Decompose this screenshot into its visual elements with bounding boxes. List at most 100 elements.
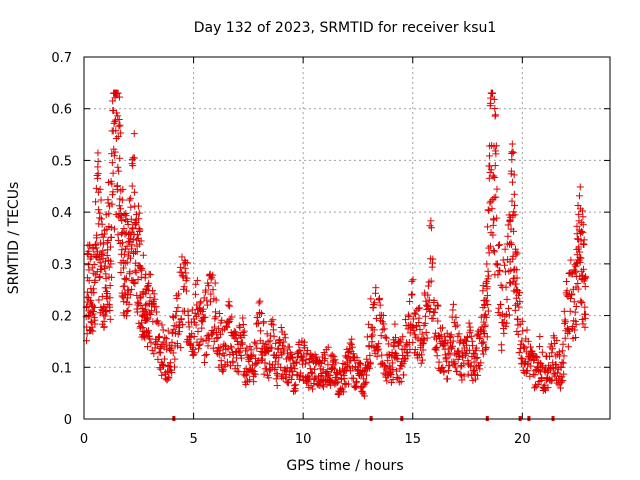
data-point: [247, 346, 255, 354]
data-point: [526, 343, 534, 351]
data-point: [203, 301, 211, 309]
data-point: [155, 333, 163, 341]
data-point: [498, 346, 506, 354]
data-point: [106, 306, 114, 314]
data-point: [125, 229, 133, 237]
data-point: [439, 341, 447, 349]
data-point: [518, 317, 526, 325]
data-point: [579, 213, 587, 221]
data-point: [143, 283, 151, 291]
data-point: [126, 291, 134, 299]
data-point: [199, 305, 207, 313]
data-point: [94, 188, 102, 196]
data-point: [388, 359, 396, 367]
data-point: [305, 359, 313, 367]
data-point: [568, 290, 576, 298]
data-point: [385, 340, 393, 348]
data-point: [106, 315, 114, 323]
data-point: [209, 286, 217, 294]
data-point: [240, 327, 248, 335]
data-point: [238, 339, 246, 347]
data-point: [368, 338, 376, 346]
data-point: [228, 313, 236, 321]
data-point: [531, 384, 539, 392]
data-point: [97, 239, 105, 247]
data-point: [492, 111, 500, 119]
data-point: [475, 335, 483, 343]
data-point: [412, 310, 420, 318]
data-point: [109, 188, 117, 196]
data-point: [424, 282, 432, 290]
data-point: [503, 319, 511, 327]
data-point: [513, 274, 521, 282]
data-point: [489, 231, 497, 239]
data-point: [187, 333, 195, 341]
data-point: [134, 202, 142, 210]
data-point: [576, 258, 584, 266]
data-point: [417, 359, 425, 367]
data-point: [225, 298, 233, 306]
data-point: [573, 235, 581, 243]
data-point: [175, 328, 183, 336]
data-point: [496, 266, 504, 274]
data-point: [91, 276, 99, 284]
data-point: [111, 225, 119, 233]
data-point: [182, 287, 190, 295]
data-point: [216, 309, 224, 317]
data-point: [479, 350, 487, 358]
data-point: [367, 295, 375, 303]
data-point: [455, 347, 463, 355]
data-point: [508, 178, 516, 186]
data-point: [580, 236, 588, 244]
data-point: [379, 326, 387, 334]
data-point: [201, 313, 209, 321]
data-point: [362, 371, 370, 379]
data-point: [166, 359, 174, 367]
data-point: [572, 303, 580, 311]
data-point: [119, 264, 127, 272]
data-point: [465, 346, 473, 354]
data-point: [404, 311, 412, 319]
data-point: [107, 260, 115, 268]
data-point: [103, 290, 111, 298]
data-point: [133, 248, 141, 256]
data-point: [575, 210, 583, 218]
data-point: [338, 384, 346, 392]
data-point: [493, 214, 501, 222]
data-point: [491, 105, 499, 113]
data-point: [553, 337, 561, 345]
data-point: [467, 332, 475, 340]
data-point: [524, 337, 532, 345]
data-point: [565, 326, 573, 334]
data-point: [304, 346, 312, 354]
y-tick-label: 0.6: [51, 103, 72, 118]
data-point: [272, 339, 280, 347]
data-point: [418, 351, 426, 359]
data-point: [456, 370, 464, 378]
data-point: [123, 258, 131, 266]
data-point: [149, 287, 157, 295]
data-point: [422, 328, 430, 336]
plot-frame: [83, 56, 611, 420]
data-point: [503, 295, 511, 303]
data-point: [490, 246, 498, 254]
data-point: [138, 324, 146, 332]
data-point: [427, 217, 435, 225]
data-point: [137, 237, 145, 245]
data-point: [433, 301, 441, 309]
data-point: [493, 185, 501, 193]
data-point: [127, 203, 135, 211]
data-point: [135, 215, 143, 223]
data-point: [409, 276, 417, 284]
data-point: [485, 174, 493, 182]
data-point: [471, 350, 479, 358]
data-point: [570, 298, 578, 306]
data-point: [409, 338, 417, 346]
y-ticks: 0 0.1 0.2 0.3 0.4 0.5 0.6 0.7: [51, 51, 610, 428]
data-point: [120, 225, 128, 233]
data-point: [133, 236, 141, 244]
data-point: [168, 369, 176, 377]
data-point: [559, 359, 567, 367]
data-point: [495, 242, 503, 250]
